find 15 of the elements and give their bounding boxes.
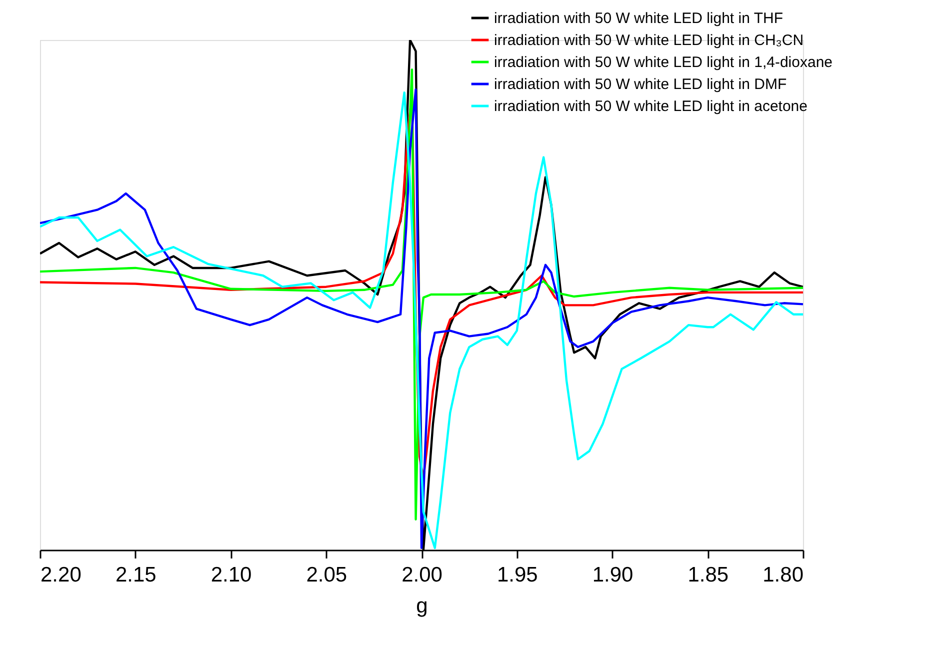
legend-label: irradiation with 50 W white LED light in DMF <box>494 76 787 93</box>
legend-label: irradiation with 50 W white LED light in CH₃CN <box>494 32 804 49</box>
x-axis-title: g <box>416 594 428 618</box>
x-tick-label: 2.15 <box>115 564 156 586</box>
legend-label: irradiation with 50 W white LED light in acetone <box>494 98 808 115</box>
x-tick-label: 2.00 <box>402 564 442 586</box>
x-tick-label: 2.05 <box>306 564 348 586</box>
x-tick-label: 1.95 <box>496 564 538 586</box>
x-tick-label: 1.85 <box>688 564 729 586</box>
x-tick-label: 1.80 <box>762 564 804 586</box>
x-tick-label: 2.20 <box>40 564 82 586</box>
legend-label: irradiation with 50 W white LED light in THF <box>494 10 783 27</box>
x-tick-label: 1.90 <box>592 564 634 586</box>
legend-label: irradiation with 50 W white LED light in 1,4-dioxane <box>494 54 833 71</box>
x-tick-label: 2.10 <box>210 564 252 586</box>
